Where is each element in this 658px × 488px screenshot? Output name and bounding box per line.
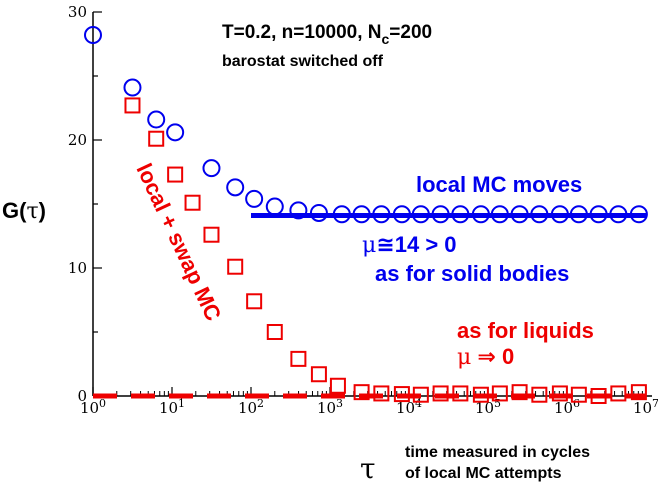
data-point-circle [629,205,648,224]
data-point-square [570,386,587,403]
x-tick-label: 102 [238,397,264,417]
data-point-square [203,226,220,243]
data-point-circle [569,205,588,224]
x-tick-label: 104 [396,397,422,417]
y-tick-label: 0 [77,387,87,405]
data-point-square [184,194,201,211]
data-point-circle [490,205,509,224]
data-point-circle [265,197,284,216]
x-axis-title: τ [360,452,376,485]
data-point-circle [166,123,185,142]
data-point-circle [530,205,549,224]
data-point-square [266,324,283,340]
data-point-circle [431,205,450,224]
data-point-circle [289,201,308,220]
y-tick-label: 20 [68,131,87,149]
chart-title: T=0.2, n=10000, Nc=200 [222,22,432,47]
data-point-square [310,366,327,383]
label-local-mc-moves: local MC moves [416,172,582,197]
data-point-square [511,384,528,401]
data-point-square [432,385,449,402]
data-point-square [290,350,307,367]
data-point-circle [411,205,430,224]
x-tick-label: 103 [317,397,343,417]
series-layer [84,26,648,404]
data-point-square [167,166,184,183]
data-point-circle [471,205,490,224]
x-tick-label: 107 [633,397,658,417]
y-tick-label: 10 [68,259,87,277]
data-point-square [148,130,165,147]
data-point-square [246,293,263,310]
data-point-square [491,385,508,402]
y-axis-title: G(τ) [2,198,46,224]
data-point-circle [589,205,608,224]
data-point-square [124,97,141,114]
label-mu-liquid: μ ⇒ 0 [457,344,514,370]
x-tick-label: 101 [159,397,185,417]
data-point-circle [451,205,470,224]
data-point-circle [245,189,264,208]
x-axis-note-line2: of local MC attempts [405,465,562,482]
data-point-square [531,386,548,403]
data-point-circle [84,26,102,45]
data-point-square [227,258,244,275]
data-point-circle [332,205,351,224]
label-as-for-liquids: as for liquids [457,318,594,343]
data-point-circle [226,178,245,197]
data-point-circle [372,205,391,224]
data-point-square [590,388,607,404]
x-axis-note-line1: time measured in cycles [405,444,590,461]
data-point-circle [392,205,411,224]
y-ticks: 0 10 20 30 [68,3,102,405]
y-tick-label: 30 [68,3,87,21]
data-point-square [353,384,370,401]
x-tick-label: 106 [554,397,580,417]
data-point-circle [352,205,371,224]
chart-subtitle: barostat switched off [222,53,384,70]
label-mu-solid: μ≅14 > 0 [362,232,457,258]
data-point-circle [202,159,221,178]
data-point-circle [609,205,628,224]
x-tick-label: 105 [475,397,501,417]
data-point-square [610,385,627,402]
data-point-circle [510,205,529,224]
data-point-circle [550,205,569,224]
data-point-square [452,385,469,402]
data-point-circle [147,110,166,129]
data-point-square [393,386,410,403]
data-point-square [373,385,390,402]
data-point-circle [309,203,328,222]
data-point-square [412,386,429,403]
data-point-square [329,377,346,394]
data-point-square [551,385,568,402]
data-point-circle [123,78,142,97]
data-point-square [472,386,489,403]
x-tick-label: 100 [80,397,106,417]
label-as-for-solid: as for solid bodies [375,261,569,286]
data-point-square [630,384,647,401]
